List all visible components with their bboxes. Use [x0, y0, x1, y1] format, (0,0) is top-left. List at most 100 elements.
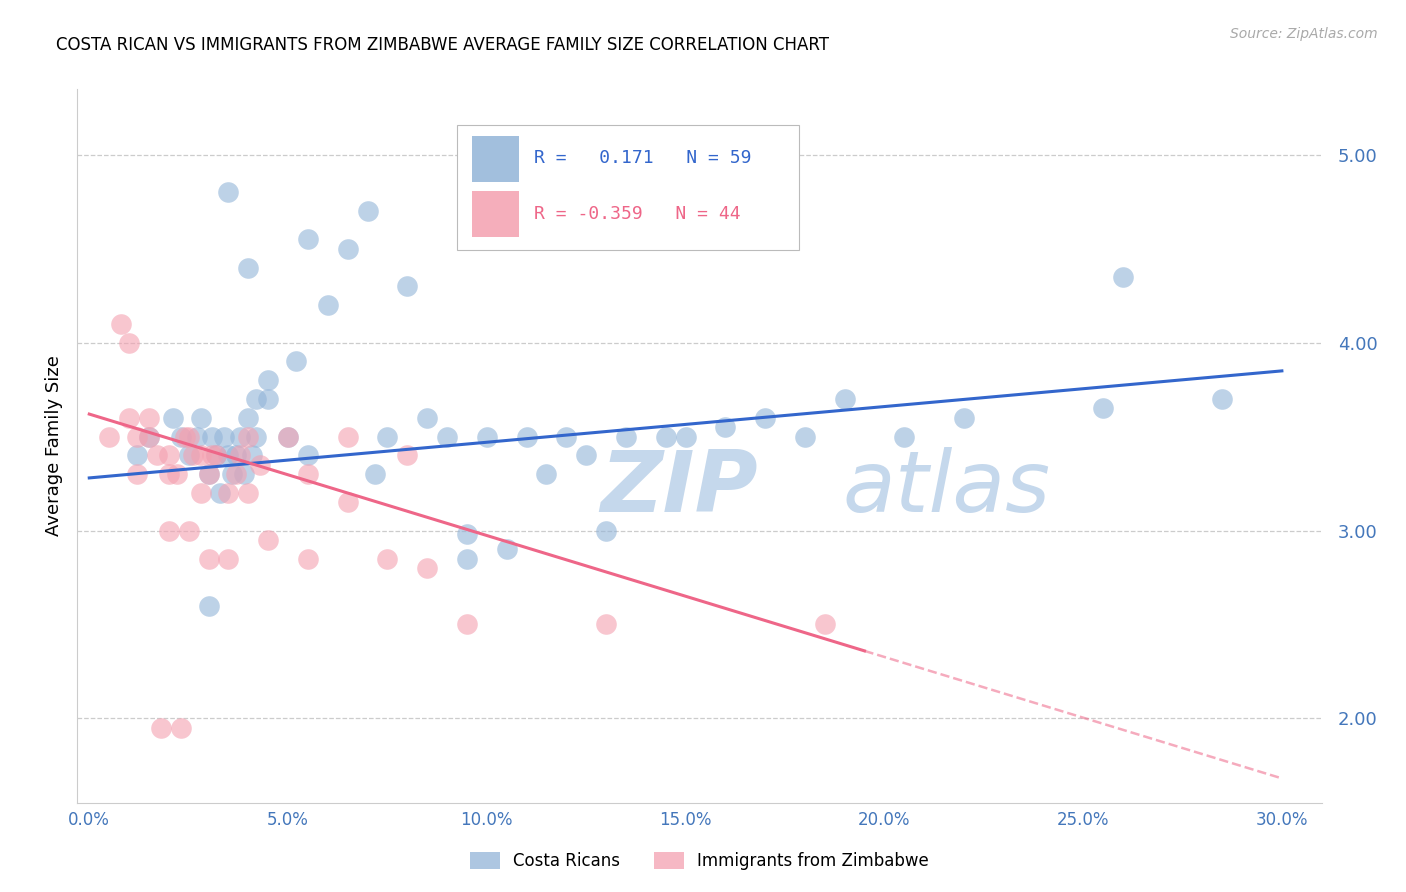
Point [396, 279, 419, 293]
Point [157, 467, 180, 482]
Point [893, 429, 915, 443]
Point [356, 204, 378, 219]
Point [240, 449, 263, 463]
Point [495, 542, 517, 557]
Point [173, 429, 195, 443]
Point [456, 527, 478, 541]
Point [336, 429, 359, 443]
Point [277, 429, 299, 443]
Text: R = -0.359   N = 44: R = -0.359 N = 44 [534, 205, 741, 223]
Point [257, 392, 280, 406]
Text: ZIP: ZIP [600, 447, 758, 531]
Point [297, 551, 319, 566]
Point [125, 429, 148, 443]
Point [229, 449, 252, 463]
Point [336, 242, 359, 256]
Point [297, 449, 319, 463]
Point [190, 449, 212, 463]
Point [125, 449, 148, 463]
Point [436, 429, 458, 443]
Point [595, 524, 617, 538]
Text: COSTA RICAN VS IMMIGRANTS FROM ZIMBABWE AVERAGE FAMILY SIZE CORRELATION CHART: COSTA RICAN VS IMMIGRANTS FROM ZIMBABWE … [56, 36, 830, 54]
Point [654, 429, 676, 443]
Y-axis label: Average Family Size: Average Family Size [45, 356, 63, 536]
Point [516, 429, 538, 443]
Point [953, 410, 976, 425]
Point [118, 335, 141, 350]
Point [377, 551, 399, 566]
Point [229, 429, 252, 443]
Point [138, 429, 160, 443]
Point [186, 429, 208, 443]
Point [614, 429, 637, 443]
Point [297, 467, 319, 482]
Point [416, 561, 439, 575]
Point [181, 449, 204, 463]
Point [110, 317, 132, 331]
Point [205, 449, 228, 463]
Point [225, 467, 247, 482]
Point [146, 449, 169, 463]
Point [238, 429, 260, 443]
Point [98, 429, 121, 443]
Point [555, 429, 578, 443]
Point [217, 449, 239, 463]
Point [364, 467, 387, 482]
Point [157, 449, 180, 463]
Point [575, 449, 598, 463]
Point [336, 495, 359, 509]
Point [1211, 392, 1233, 406]
Point [245, 429, 267, 443]
Point [201, 449, 224, 463]
Point [197, 599, 219, 613]
Point [754, 410, 776, 425]
Point [285, 354, 308, 368]
Point [238, 260, 260, 275]
Point [257, 533, 280, 547]
Point [138, 429, 160, 443]
Point [377, 429, 399, 443]
Point [138, 410, 160, 425]
Point [205, 449, 228, 463]
Point [814, 617, 837, 632]
Point [170, 429, 193, 443]
Point [209, 486, 232, 500]
Point [675, 429, 697, 443]
Point [162, 410, 184, 425]
Point [1112, 270, 1135, 285]
Point [217, 551, 239, 566]
Point [170, 721, 193, 735]
Bar [472, 136, 519, 182]
Point [245, 392, 267, 406]
Text: Source: ZipAtlas.com: Source: ZipAtlas.com [1230, 27, 1378, 41]
Point [233, 467, 256, 482]
Point [257, 373, 280, 387]
Point [221, 467, 243, 482]
Point [177, 429, 200, 443]
Point [456, 617, 478, 632]
Point [595, 617, 617, 632]
Point [214, 429, 236, 443]
Point [238, 410, 260, 425]
Point [197, 467, 219, 482]
Point [297, 232, 319, 246]
Point [190, 410, 212, 425]
FancyBboxPatch shape [457, 125, 799, 250]
Point [475, 429, 498, 443]
Point [714, 420, 737, 434]
Point [166, 467, 188, 482]
Point [396, 449, 419, 463]
Point [1091, 401, 1114, 416]
Point [834, 392, 856, 406]
Point [225, 449, 247, 463]
Point [201, 429, 224, 443]
Point [157, 524, 180, 538]
Point [316, 298, 339, 312]
Point [217, 486, 239, 500]
Point [249, 458, 271, 472]
Point [149, 721, 172, 735]
Point [238, 486, 260, 500]
Legend: Costa Ricans, Immigrants from Zimbabwe: Costa Ricans, Immigrants from Zimbabwe [464, 845, 935, 877]
Text: R =   0.171   N = 59: R = 0.171 N = 59 [534, 150, 751, 168]
Point [416, 410, 439, 425]
